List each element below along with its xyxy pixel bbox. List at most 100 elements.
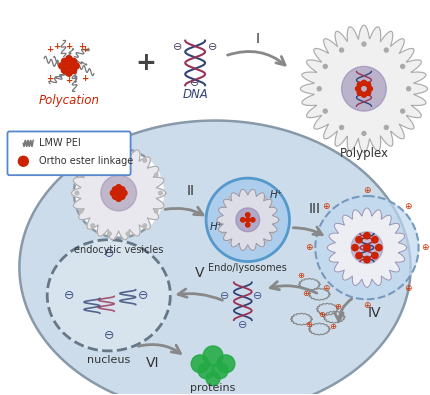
Circle shape bbox=[356, 90, 362, 96]
Circle shape bbox=[365, 90, 370, 96]
Circle shape bbox=[126, 232, 129, 235]
Text: ⊕: ⊕ bbox=[329, 322, 336, 331]
Polygon shape bbox=[216, 189, 278, 250]
Circle shape bbox=[112, 187, 118, 192]
Text: VI: VI bbox=[145, 356, 159, 370]
Circle shape bbox=[322, 109, 326, 113]
Circle shape bbox=[158, 191, 162, 195]
Circle shape bbox=[235, 208, 259, 232]
Circle shape bbox=[221, 230, 224, 233]
Text: Endo/lysosomes: Endo/lysosomes bbox=[208, 263, 286, 273]
Circle shape bbox=[108, 150, 111, 154]
Circle shape bbox=[366, 86, 372, 91]
Circle shape bbox=[355, 237, 361, 243]
Circle shape bbox=[70, 67, 77, 73]
Circle shape bbox=[18, 156, 28, 166]
Polygon shape bbox=[300, 25, 427, 152]
Circle shape bbox=[203, 346, 222, 366]
Circle shape bbox=[361, 42, 365, 46]
Circle shape bbox=[355, 86, 359, 91]
Circle shape bbox=[361, 92, 366, 97]
Circle shape bbox=[66, 56, 72, 62]
Circle shape bbox=[70, 58, 77, 65]
Text: ⊕: ⊕ bbox=[305, 320, 312, 329]
Text: ⊕: ⊕ bbox=[403, 284, 411, 293]
Circle shape bbox=[126, 150, 129, 154]
Circle shape bbox=[245, 218, 249, 222]
Polygon shape bbox=[71, 146, 166, 240]
Circle shape bbox=[74, 149, 163, 238]
Text: ⊕: ⊕ bbox=[317, 310, 324, 319]
Circle shape bbox=[206, 372, 219, 386]
Circle shape bbox=[363, 233, 369, 239]
Circle shape bbox=[66, 70, 72, 76]
Circle shape bbox=[384, 48, 387, 52]
Text: III: III bbox=[307, 202, 319, 216]
Text: IV: IV bbox=[366, 306, 380, 320]
Circle shape bbox=[116, 185, 121, 190]
Text: V: V bbox=[195, 267, 204, 280]
Circle shape bbox=[121, 190, 127, 196]
Circle shape bbox=[263, 197, 266, 199]
Text: +: + bbox=[65, 76, 73, 85]
Text: ⊕: ⊕ bbox=[322, 202, 329, 211]
Circle shape bbox=[221, 206, 224, 209]
Circle shape bbox=[240, 191, 243, 194]
Text: ⊖: ⊖ bbox=[220, 291, 229, 301]
Text: I: I bbox=[255, 32, 259, 46]
Circle shape bbox=[79, 173, 83, 177]
Circle shape bbox=[154, 173, 158, 177]
Text: DNA: DNA bbox=[182, 88, 208, 101]
Text: Polycation: Polycation bbox=[38, 94, 99, 107]
Circle shape bbox=[252, 245, 255, 248]
Circle shape bbox=[228, 240, 231, 243]
Text: +: + bbox=[81, 45, 89, 55]
Circle shape bbox=[79, 209, 83, 213]
Circle shape bbox=[250, 218, 254, 222]
Circle shape bbox=[116, 190, 121, 196]
Text: +: + bbox=[135, 51, 156, 75]
Circle shape bbox=[363, 256, 369, 263]
Circle shape bbox=[216, 355, 234, 373]
Circle shape bbox=[119, 194, 125, 199]
Text: ⊖: ⊖ bbox=[237, 320, 247, 330]
Circle shape bbox=[212, 363, 227, 379]
Circle shape bbox=[240, 218, 244, 222]
Circle shape bbox=[350, 232, 382, 263]
Text: +: + bbox=[81, 74, 89, 83]
Circle shape bbox=[365, 82, 370, 87]
Circle shape bbox=[73, 63, 79, 69]
Text: +: + bbox=[65, 42, 73, 51]
Circle shape bbox=[400, 109, 404, 113]
Circle shape bbox=[263, 240, 266, 243]
Circle shape bbox=[271, 206, 273, 209]
Text: ⊕: ⊕ bbox=[334, 302, 341, 310]
Text: ⊖: ⊖ bbox=[138, 289, 148, 302]
Circle shape bbox=[361, 132, 365, 135]
Circle shape bbox=[240, 245, 243, 248]
Circle shape bbox=[91, 159, 94, 162]
Circle shape bbox=[384, 126, 387, 130]
Text: ⊖: ⊖ bbox=[172, 42, 181, 52]
Text: +: + bbox=[46, 74, 53, 83]
Text: ⊕: ⊕ bbox=[403, 202, 411, 211]
Polygon shape bbox=[47, 240, 170, 351]
Circle shape bbox=[198, 363, 214, 379]
Circle shape bbox=[245, 213, 249, 217]
Text: +: + bbox=[53, 42, 60, 51]
Text: proteins: proteins bbox=[190, 383, 235, 393]
Circle shape bbox=[339, 126, 343, 130]
Circle shape bbox=[400, 64, 404, 68]
Circle shape bbox=[228, 197, 231, 199]
Polygon shape bbox=[326, 208, 405, 287]
Text: H⁺: H⁺ bbox=[209, 222, 223, 232]
Text: ⊕: ⊕ bbox=[305, 243, 312, 252]
Circle shape bbox=[143, 159, 146, 162]
Circle shape bbox=[112, 194, 118, 199]
Text: ⊖: ⊖ bbox=[64, 289, 74, 302]
Circle shape bbox=[116, 196, 121, 201]
Circle shape bbox=[339, 48, 343, 52]
Text: ⊖: ⊖ bbox=[252, 291, 262, 301]
Circle shape bbox=[371, 252, 377, 259]
Circle shape bbox=[61, 58, 68, 65]
